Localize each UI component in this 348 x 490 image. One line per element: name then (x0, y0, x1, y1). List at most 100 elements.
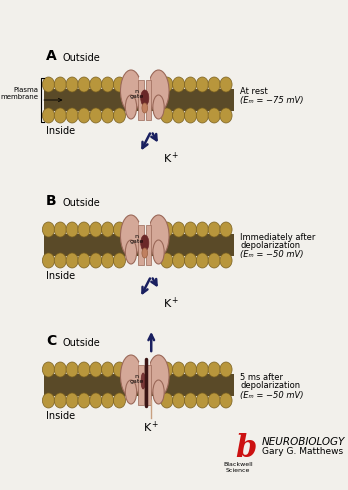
Circle shape (220, 77, 232, 92)
Circle shape (161, 393, 173, 408)
Circle shape (42, 77, 55, 92)
Circle shape (102, 393, 114, 408)
Bar (138, 80, 144, 120)
Circle shape (161, 108, 173, 123)
Text: n
gate: n gate (129, 374, 144, 384)
Circle shape (90, 108, 102, 123)
Circle shape (66, 222, 78, 237)
Text: n
gate: n gate (129, 234, 144, 244)
Circle shape (54, 77, 66, 92)
Circle shape (54, 362, 66, 377)
Text: depolarization: depolarization (240, 382, 300, 391)
Text: n
gate: n gate (129, 89, 144, 99)
Circle shape (113, 108, 126, 123)
Circle shape (161, 222, 173, 237)
Text: depolarization: depolarization (240, 242, 300, 250)
Circle shape (208, 393, 220, 408)
Circle shape (184, 393, 197, 408)
Bar (44, 374, 234, 396)
Ellipse shape (141, 235, 149, 251)
Text: b: b (235, 433, 256, 464)
Text: Outside: Outside (62, 198, 100, 208)
Circle shape (66, 362, 78, 377)
Circle shape (173, 393, 185, 408)
Circle shape (102, 222, 114, 237)
Ellipse shape (153, 240, 164, 264)
Text: Immediately after: Immediately after (240, 232, 316, 242)
Ellipse shape (142, 103, 148, 113)
Circle shape (196, 393, 208, 408)
Text: NEUROBIOLOGY: NEUROBIOLOGY (262, 437, 346, 447)
Circle shape (54, 108, 66, 123)
Circle shape (90, 222, 102, 237)
Circle shape (54, 222, 66, 237)
Ellipse shape (120, 215, 142, 257)
Circle shape (78, 393, 90, 408)
Circle shape (90, 362, 102, 377)
Circle shape (102, 77, 114, 92)
Bar (138, 365, 144, 405)
Ellipse shape (148, 215, 169, 257)
Circle shape (66, 77, 78, 92)
Circle shape (208, 108, 220, 123)
Ellipse shape (142, 248, 148, 258)
Circle shape (208, 362, 220, 377)
Ellipse shape (125, 240, 137, 264)
Bar (145, 225, 151, 265)
Circle shape (161, 253, 173, 268)
Circle shape (90, 77, 102, 92)
Circle shape (113, 77, 126, 92)
Circle shape (184, 108, 197, 123)
Circle shape (161, 362, 173, 377)
Circle shape (173, 108, 185, 123)
Text: Outside: Outside (62, 338, 100, 348)
Text: K$^+$: K$^+$ (143, 420, 159, 435)
Bar (145, 365, 151, 405)
Text: 5 ms after: 5 ms after (240, 372, 283, 382)
Circle shape (208, 222, 220, 237)
Text: Inside: Inside (46, 271, 75, 281)
Circle shape (184, 77, 197, 92)
Circle shape (184, 222, 197, 237)
Ellipse shape (148, 355, 169, 397)
Circle shape (42, 362, 55, 377)
Ellipse shape (120, 355, 142, 397)
Text: Inside: Inside (46, 126, 75, 136)
Circle shape (196, 253, 208, 268)
Bar (44, 234, 234, 256)
Text: Gary G. Matthews: Gary G. Matthews (262, 446, 343, 456)
Text: Outside: Outside (62, 53, 100, 63)
Ellipse shape (153, 95, 164, 119)
Circle shape (113, 253, 126, 268)
Circle shape (78, 253, 90, 268)
Circle shape (113, 393, 126, 408)
Circle shape (78, 362, 90, 377)
Text: (Eₘ = −50 mV): (Eₘ = −50 mV) (240, 250, 304, 260)
Text: B: B (46, 194, 57, 208)
Circle shape (102, 362, 114, 377)
Circle shape (196, 222, 208, 237)
Text: Blackwell
Science: Blackwell Science (223, 462, 253, 473)
Text: membrane: membrane (0, 94, 38, 100)
Ellipse shape (141, 90, 149, 106)
Text: Plasma: Plasma (13, 87, 38, 93)
Circle shape (208, 77, 220, 92)
Circle shape (220, 222, 232, 237)
Circle shape (220, 108, 232, 123)
Ellipse shape (125, 380, 137, 404)
Ellipse shape (120, 70, 142, 112)
Ellipse shape (153, 380, 164, 404)
Ellipse shape (125, 95, 137, 119)
Circle shape (220, 253, 232, 268)
Text: (Eₘ = −75 mV): (Eₘ = −75 mV) (240, 97, 304, 105)
Circle shape (90, 393, 102, 408)
Text: (Eₘ = −50 mV): (Eₘ = −50 mV) (240, 391, 304, 399)
Ellipse shape (141, 373, 145, 389)
Circle shape (196, 108, 208, 123)
Circle shape (196, 77, 208, 92)
Circle shape (173, 362, 185, 377)
Bar (145, 80, 151, 120)
Circle shape (42, 222, 55, 237)
Circle shape (208, 253, 220, 268)
Ellipse shape (148, 70, 169, 112)
